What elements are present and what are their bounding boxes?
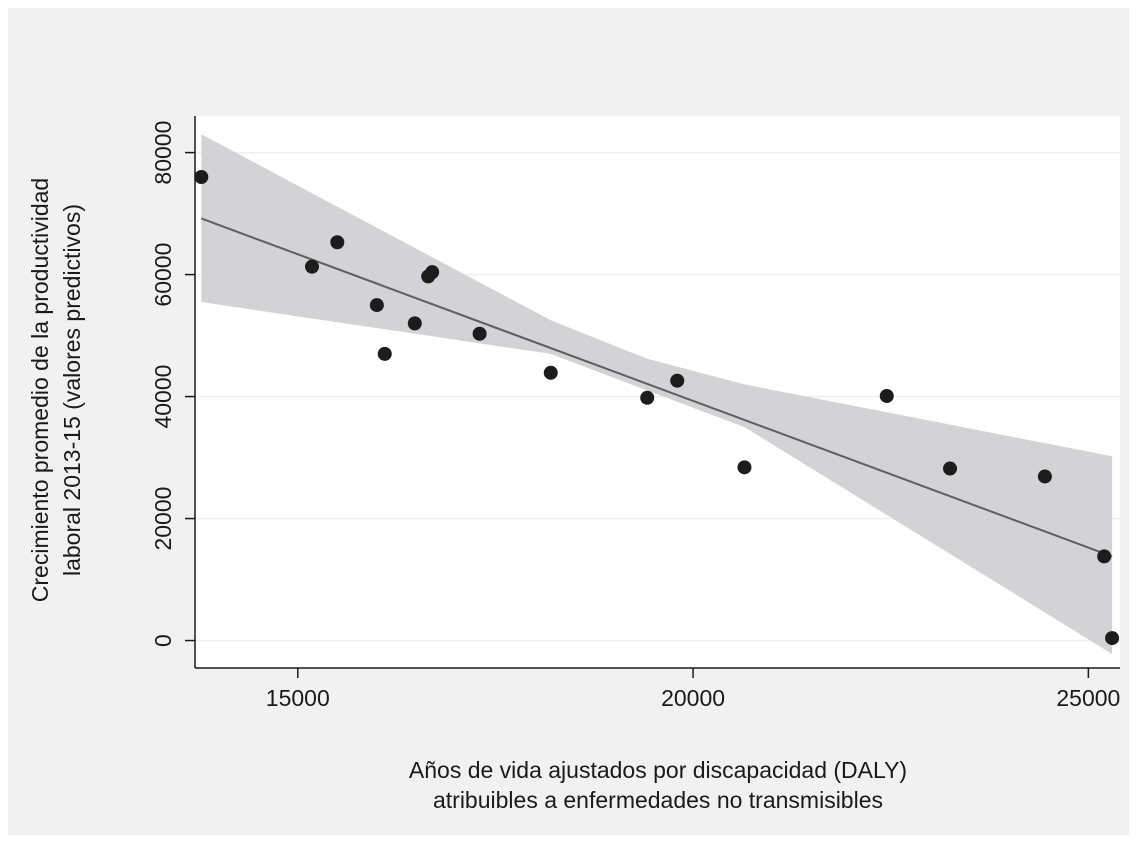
- y-axis-label-line1: Crecimiento promedio de la productividad: [27, 178, 53, 602]
- data-point-3: [330, 235, 345, 250]
- y-tick-label-80000: 80000: [150, 121, 176, 185]
- y-tick-label-40000: 40000: [150, 365, 176, 429]
- y-tick-label-20000: 20000: [150, 487, 176, 551]
- data-point-4: [369, 298, 384, 313]
- data-points: [194, 169, 1120, 646]
- data-point-11: [640, 390, 655, 405]
- data-point-5: [377, 346, 392, 361]
- x-tick-label-25000: 25000: [1056, 685, 1120, 711]
- x-tick-label-20000: 20000: [661, 685, 725, 711]
- data-point-18: [1105, 631, 1120, 646]
- x-axis-label-line1: Años de vida ajustados por discapacidad …: [409, 757, 907, 783]
- data-point-14: [879, 388, 894, 403]
- data-point-8: [425, 265, 440, 280]
- y-tick-label-60000: 60000: [150, 243, 176, 307]
- data-point-13: [737, 460, 752, 475]
- data-point-10: [543, 365, 558, 380]
- data-point-15: [943, 461, 958, 476]
- data-point-12: [670, 373, 685, 388]
- x-tick-label-15000: 15000: [266, 685, 330, 711]
- y-axis-label-line2: laboral 2013-15 (valores predictivos): [59, 204, 85, 576]
- y-tick-label-0: 0: [150, 634, 176, 647]
- data-point-17: [1097, 549, 1112, 564]
- x-axis-label-line2: atribuibles a enfermedades no transmisib…: [433, 787, 883, 813]
- data-point-1: [194, 169, 209, 184]
- y-axis-ticks: 0 20000 40000 60000 80000: [150, 121, 195, 647]
- data-point-2: [305, 259, 320, 274]
- data-point-9: [472, 326, 487, 341]
- confidence-band: [201, 134, 1113, 655]
- fit-line: [200, 217, 1113, 558]
- data-point-16: [1037, 469, 1052, 484]
- data-point-6: [407, 316, 422, 331]
- x-axis-ticks: 15000 20000 25000: [266, 668, 1120, 711]
